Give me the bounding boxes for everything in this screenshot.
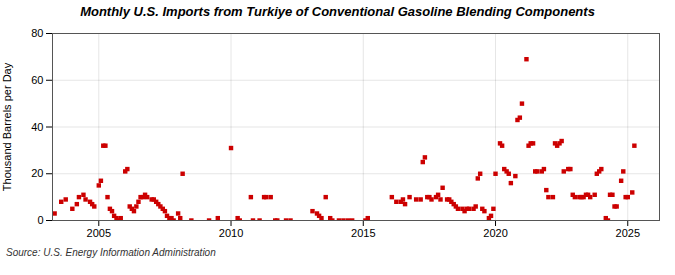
html-text:Source: U.S. Energy Informatio: Source: U.S. Energy Information Administ… xyxy=(6,247,216,258)
svg-text:20: 20 xyxy=(31,167,43,179)
svg-text:60: 60 xyxy=(31,74,43,86)
svg-text:40: 40 xyxy=(31,121,43,133)
svg-text:0: 0 xyxy=(37,214,43,226)
svg-text:Thousand Barrels per Day: Thousand Barrels per Day xyxy=(1,62,13,191)
svg-text:2015: 2015 xyxy=(351,227,375,239)
svg-text:2025: 2025 xyxy=(616,227,640,239)
svg-text:2005: 2005 xyxy=(87,227,111,239)
html-text:Monthly U.S. Imports from Turk: Monthly U.S. Imports from Turkiye of Con… xyxy=(80,4,595,19)
svg-text:2010: 2010 xyxy=(219,227,243,239)
svg-text:2020: 2020 xyxy=(483,227,507,239)
svg-text:80: 80 xyxy=(31,27,43,39)
